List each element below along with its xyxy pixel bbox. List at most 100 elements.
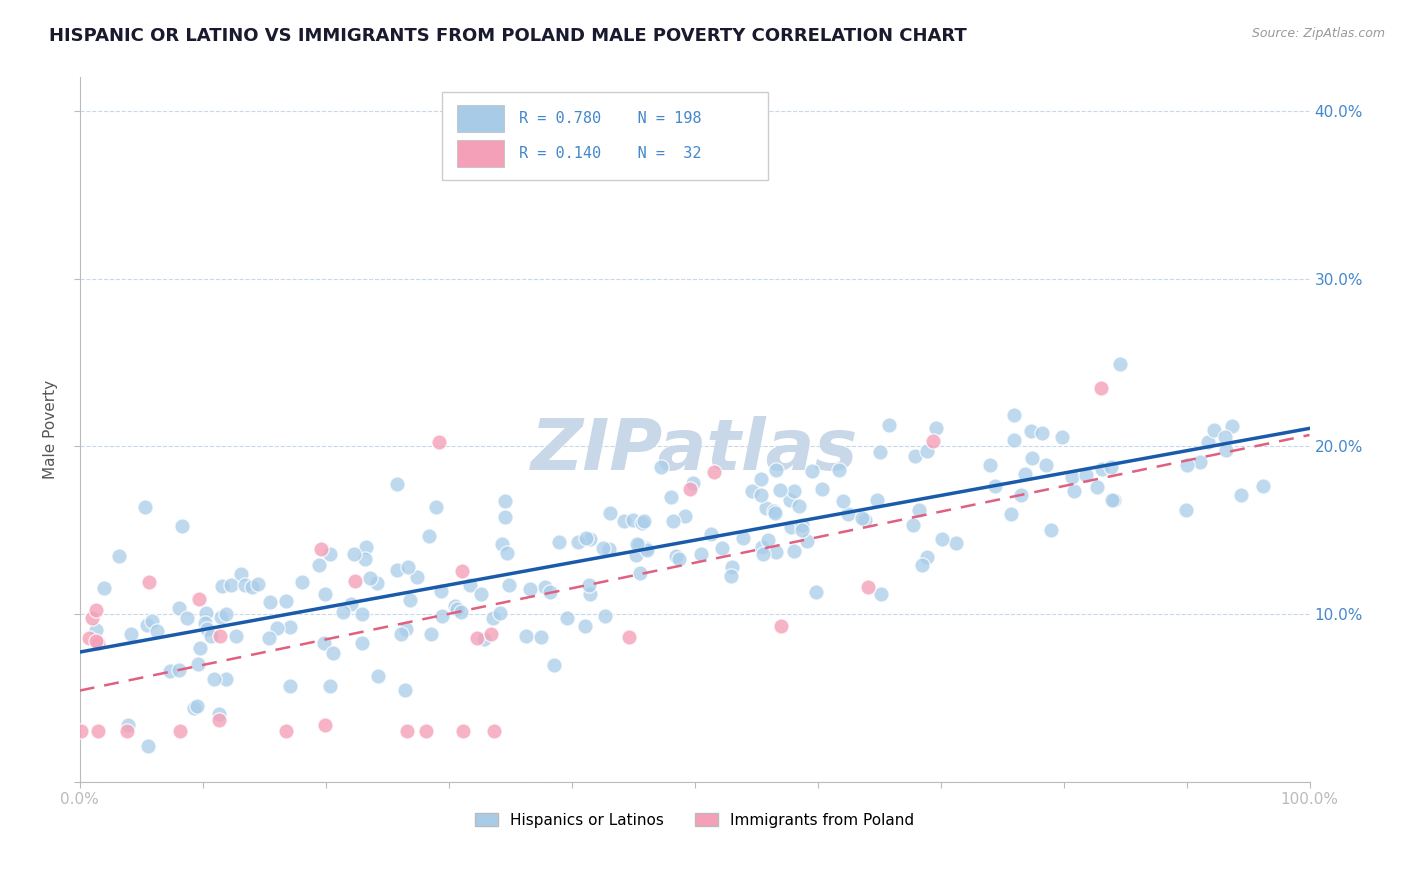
Point xyxy=(1175,458,1198,472)
Point xyxy=(741,483,763,498)
Point xyxy=(494,494,516,508)
Point xyxy=(702,465,724,479)
Point xyxy=(309,542,332,557)
Text: HISPANIC OR LATINO VS IMMIGRANTS FROM POLAND MALE POVERTY CORRELATION CHART: HISPANIC OR LATINO VS IMMIGRANTS FROM PO… xyxy=(49,27,967,45)
Point xyxy=(733,531,755,545)
Point xyxy=(779,493,801,508)
Point xyxy=(1021,450,1043,465)
Point xyxy=(399,593,422,607)
Point xyxy=(120,627,142,641)
Point xyxy=(308,558,330,572)
Point xyxy=(1052,430,1074,444)
Point xyxy=(187,657,209,671)
Point xyxy=(837,508,859,522)
Point xyxy=(856,580,879,594)
Point xyxy=(567,535,589,549)
Point xyxy=(720,569,742,583)
Point xyxy=(138,739,160,753)
Point xyxy=(314,717,336,731)
Point xyxy=(395,622,418,636)
Point xyxy=(1213,430,1236,444)
Point xyxy=(866,492,889,507)
Point xyxy=(574,618,596,632)
Point xyxy=(208,713,231,727)
Point xyxy=(389,626,412,640)
Text: R = 0.140    N =  32: R = 0.140 N = 32 xyxy=(519,146,702,161)
Point xyxy=(257,631,280,645)
Point xyxy=(86,636,108,650)
Point xyxy=(1060,470,1083,484)
Point xyxy=(167,663,190,677)
Point xyxy=(84,603,107,617)
Point xyxy=(877,417,900,432)
Point xyxy=(425,500,447,514)
Point xyxy=(209,610,232,624)
Point xyxy=(344,574,367,588)
FancyBboxPatch shape xyxy=(443,92,768,179)
Point xyxy=(108,549,131,564)
Point xyxy=(599,506,621,520)
Point xyxy=(1031,426,1053,441)
Point xyxy=(276,594,298,608)
Point xyxy=(233,578,256,592)
Point xyxy=(215,607,238,621)
Point xyxy=(366,575,388,590)
Point xyxy=(555,611,578,625)
Point xyxy=(420,627,443,641)
Point xyxy=(984,479,1007,493)
Point xyxy=(188,591,211,606)
Point xyxy=(367,669,389,683)
Point xyxy=(904,449,927,463)
Point xyxy=(662,514,685,528)
Point xyxy=(787,500,810,514)
Point xyxy=(575,531,598,545)
Point xyxy=(621,513,644,527)
Point xyxy=(1010,488,1032,502)
Point xyxy=(628,538,651,552)
Point xyxy=(711,541,734,556)
Point xyxy=(200,629,222,643)
Point xyxy=(595,608,617,623)
Point xyxy=(208,706,231,721)
Point xyxy=(1230,488,1253,502)
Point xyxy=(418,529,440,543)
Point xyxy=(979,458,1001,472)
Point xyxy=(626,537,648,551)
Point xyxy=(650,459,672,474)
Point xyxy=(467,631,489,645)
Point xyxy=(240,580,263,594)
Point xyxy=(396,559,419,574)
Point xyxy=(496,546,519,560)
Point xyxy=(1220,418,1243,433)
Point xyxy=(274,724,297,739)
Bar xyxy=(457,105,503,132)
Point xyxy=(343,547,366,561)
Point xyxy=(322,646,344,660)
Point xyxy=(673,509,696,524)
Point xyxy=(800,464,823,478)
Point xyxy=(396,724,419,739)
Point xyxy=(415,724,437,739)
Point xyxy=(115,724,138,739)
Point xyxy=(851,511,873,525)
Point xyxy=(1174,503,1197,517)
Point xyxy=(613,514,636,528)
Point xyxy=(458,577,481,591)
Point xyxy=(427,434,450,449)
Point xyxy=(451,724,474,739)
Point xyxy=(911,558,934,572)
Point xyxy=(624,548,647,562)
Point xyxy=(796,533,818,548)
Point xyxy=(765,463,787,477)
Point xyxy=(430,608,453,623)
Point xyxy=(1189,455,1212,469)
Point xyxy=(219,578,242,592)
Point xyxy=(498,578,520,592)
Point xyxy=(86,634,108,648)
Point xyxy=(494,510,516,524)
Point xyxy=(806,585,828,599)
Point xyxy=(931,532,953,546)
Point xyxy=(479,627,502,641)
Point xyxy=(1085,480,1108,494)
Point xyxy=(636,542,658,557)
